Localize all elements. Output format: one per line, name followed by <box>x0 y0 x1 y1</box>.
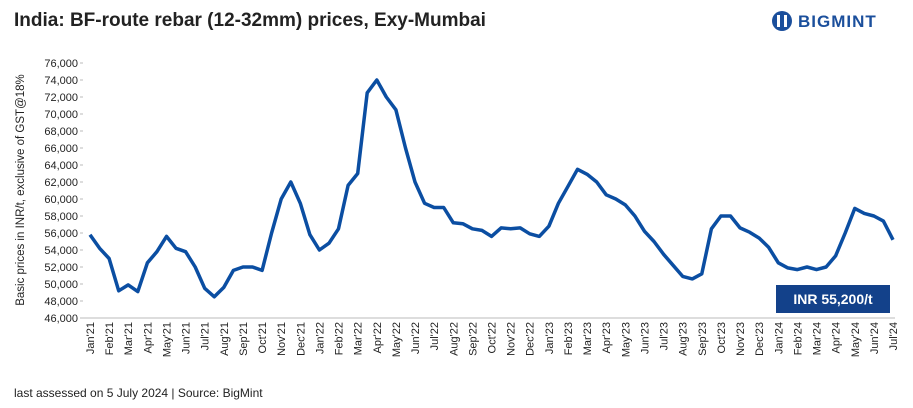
y-tick-label: 54,000 <box>44 245 78 257</box>
x-tick-label: Apr'23 <box>601 322 613 353</box>
logo-icon <box>772 11 792 31</box>
y-tick-label: 46,000 <box>44 313 78 325</box>
x-tick-label: Jul'23 <box>659 322 671 350</box>
x-tick-label: Apr'22 <box>372 322 384 353</box>
y-tick-label: 76,000 <box>44 58 78 70</box>
x-tick-label: Apr'21 <box>142 322 154 353</box>
x-tick-label: May'23 <box>620 322 632 357</box>
x-tick-label: Jan'21 <box>85 322 97 354</box>
x-tick-label: Mar'22 <box>353 322 365 355</box>
y-tick-label: 64,000 <box>44 160 78 172</box>
x-tick-label: Apr'24 <box>831 322 843 353</box>
chart-title: India: BF-route rebar (12-32mm) prices, … <box>14 10 486 31</box>
x-tick-label: Jun'23 <box>639 322 651 354</box>
logo: BIGMINT <box>772 11 877 31</box>
x-tick-label: Nov'21 <box>276 322 288 356</box>
x-tick-label: Jul'22 <box>429 322 441 350</box>
x-tick-label: May'21 <box>161 322 173 357</box>
x-tick-label: Jan'22 <box>314 322 326 354</box>
footer: last assessed on 5 July 2024 | Source: B… <box>14 386 263 400</box>
y-tick-label: 72,000 <box>44 92 78 104</box>
y-tick-label: 68,000 <box>44 126 78 138</box>
y-tick-label: 62,000 <box>44 177 78 189</box>
logo-icon-bar <box>777 15 780 27</box>
x-tick-label: Dec'21 <box>295 322 307 356</box>
x-tick-label: Aug'23 <box>678 322 690 356</box>
x-tick-label: Feb'21 <box>104 322 116 355</box>
y-tick-label: 56,000 <box>44 228 78 240</box>
x-tick-label: Jan'23 <box>544 322 556 354</box>
annotation-box <box>776 285 890 313</box>
y-tick-label: 60,000 <box>44 194 78 206</box>
x-tick-label: Oct'22 <box>487 322 499 353</box>
x-tick-label: Sep'23 <box>697 322 709 356</box>
x-tick-label: Mar'23 <box>582 322 594 355</box>
y-tick-label: 74,000 <box>44 75 78 87</box>
logo-icon-bar <box>784 15 787 27</box>
x-tick-label: Jul'21 <box>200 322 212 350</box>
x-tick-label: Jun'24 <box>869 322 881 354</box>
x-tick-label: Feb'23 <box>563 322 575 355</box>
y-tick-label: 52,000 <box>44 262 78 274</box>
x-tick-label: Mar'21 <box>123 322 135 355</box>
x-tick-label: Aug'21 <box>219 322 231 356</box>
x-tick-label: Feb'24 <box>792 322 804 355</box>
x-tick-label: Oct'21 <box>257 322 269 353</box>
y-tick-label: 66,000 <box>44 143 78 155</box>
x-tick-label: Jul'24 <box>888 322 900 350</box>
annotation: INR 55,200/t <box>793 291 873 307</box>
y-tick-label: 50,000 <box>44 279 78 291</box>
y-axis-label: Basic prices in INR/t, exclusive of GST@… <box>15 74 27 306</box>
logo-text: BIGMINT <box>798 12 877 31</box>
x-tick-label: Feb'22 <box>334 322 346 355</box>
y-tick-label: 58,000 <box>44 211 78 223</box>
x-tick-label: Jun'21 <box>181 322 193 354</box>
x-tick-label: Dec'23 <box>754 322 766 356</box>
x-tick-label: Sep'22 <box>467 322 479 356</box>
x-tick-label: Jun'22 <box>410 322 422 354</box>
x-tick-label: Sep'21 <box>238 322 250 356</box>
x-tick-label: Dec'22 <box>525 322 537 356</box>
x-tick-label: Nov'22 <box>506 322 518 356</box>
x-tick-label: Jan'24 <box>773 322 785 354</box>
x-tick-label: Aug'22 <box>448 322 460 356</box>
x-tick-label: May'24 <box>850 322 862 357</box>
x-tick-label: May'22 <box>391 322 403 357</box>
x-tick-label: Nov'23 <box>735 322 747 356</box>
y-tick-label: 48,000 <box>44 296 78 308</box>
y-tick-label: 70,000 <box>44 109 78 121</box>
data-line <box>88 78 895 299</box>
x-tick-label: Mar'24 <box>812 322 824 355</box>
x-tick-label: Oct'23 <box>716 322 728 353</box>
